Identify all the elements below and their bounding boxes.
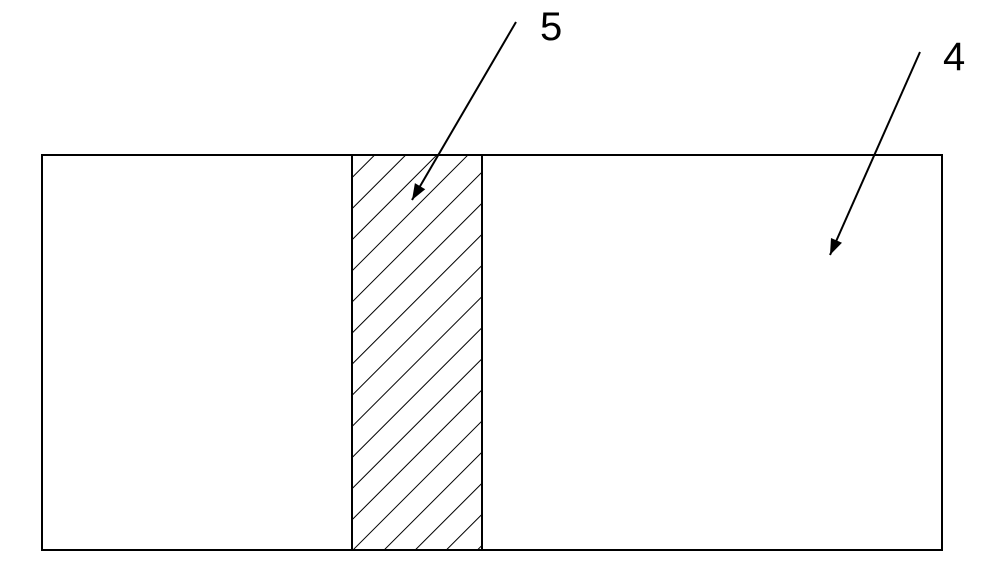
hatched-region (352, 155, 482, 550)
diagram-svg: 5 4 (0, 0, 1000, 563)
label-4: 4 (943, 35, 965, 79)
label-5: 5 (540, 5, 562, 49)
outer-rectangle (42, 155, 942, 550)
leader-line-4 (830, 52, 920, 255)
